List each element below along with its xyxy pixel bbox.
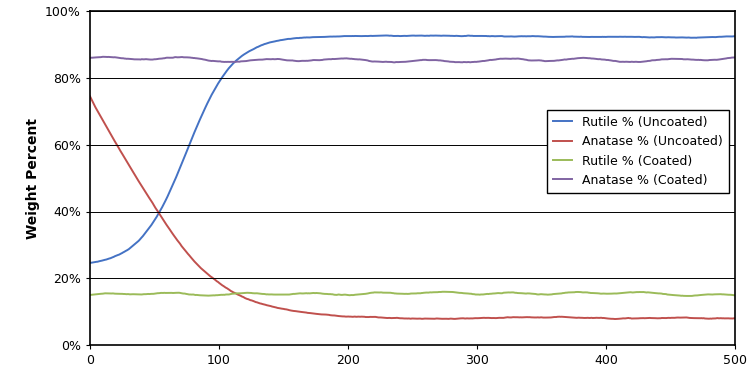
Rutile % (Coated) xyxy=(572,290,581,294)
Rutile % (Uncoated) xyxy=(466,33,476,38)
Anatase % (Uncoated) xyxy=(516,315,525,320)
Line: Anatase % (Uncoated): Anatase % (Uncoated) xyxy=(90,96,735,319)
Anatase % (Coated) xyxy=(518,57,527,62)
Anatase % (Coated) xyxy=(98,54,107,59)
Anatase % (Coated) xyxy=(390,60,399,64)
Anatase % (Coated) xyxy=(573,56,582,60)
Rutile % (Uncoated) xyxy=(251,46,260,50)
Anatase % (Coated) xyxy=(201,57,210,62)
Rutile % (Uncoated) xyxy=(377,33,386,38)
Anatase % (Coated) xyxy=(468,60,477,64)
Legend: Rutile % (Uncoated), Anatase % (Uncoated), Rutile % (Coated), Anatase % (Coated): Rutile % (Uncoated), Anatase % (Uncoated… xyxy=(547,110,729,193)
Rutile % (Uncoated) xyxy=(730,34,740,39)
Rutile % (Uncoated) xyxy=(200,108,208,112)
Anatase % (Uncoated) xyxy=(730,316,740,321)
Rutile % (Coated) xyxy=(686,294,695,298)
Anatase % (Uncoated) xyxy=(572,315,580,320)
Anatase % (Uncoated) xyxy=(377,315,386,320)
Y-axis label: Weight Percent: Weight Percent xyxy=(26,118,40,238)
Rutile % (Uncoated) xyxy=(86,261,94,265)
Anatase % (Coated) xyxy=(253,57,262,62)
Rutile % (Coated) xyxy=(730,293,740,298)
Rutile % (Uncoated) xyxy=(382,33,391,38)
Line: Rutile % (Coated): Rutile % (Coated) xyxy=(90,292,735,296)
Rutile % (Uncoated) xyxy=(572,34,581,39)
Line: Anatase % (Coated): Anatase % (Coated) xyxy=(90,57,735,62)
Anatase % (Coated) xyxy=(379,60,388,64)
Anatase % (Uncoated) xyxy=(611,317,620,321)
Anatase % (Uncoated) xyxy=(251,300,260,304)
Anatase % (Coated) xyxy=(86,56,94,60)
Rutile % (Uncoated) xyxy=(518,34,526,38)
Rutile % (Coated) xyxy=(377,290,386,295)
Anatase % (Uncoated) xyxy=(86,94,94,99)
Rutile % (Coated) xyxy=(518,291,526,296)
Rutile % (Coated) xyxy=(439,290,448,294)
Anatase % (Uncoated) xyxy=(200,269,208,273)
Rutile % (Coated) xyxy=(251,291,260,296)
Line: Rutile % (Uncoated): Rutile % (Uncoated) xyxy=(90,36,735,263)
Rutile % (Coated) xyxy=(86,292,94,297)
Anatase % (Uncoated) xyxy=(466,316,475,321)
Anatase % (Coated) xyxy=(730,55,740,60)
Rutile % (Coated) xyxy=(200,293,208,298)
Rutile % (Coated) xyxy=(466,291,476,296)
